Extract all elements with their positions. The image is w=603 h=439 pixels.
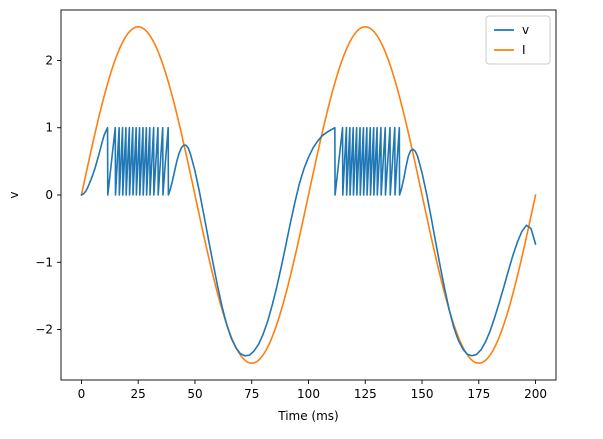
- legend-label-i: I: [522, 43, 526, 57]
- x-tick-label: 200: [524, 387, 547, 401]
- x-tick-label: 50: [187, 387, 202, 401]
- x-tick-label: 125: [354, 387, 377, 401]
- x-tick-label: 75: [244, 387, 259, 401]
- series-v-line: [80, 126, 537, 357]
- y-tick-label: −2: [35, 323, 53, 337]
- x-tick-label: 100: [297, 387, 320, 401]
- plot-area: [60, 9, 557, 381]
- legend: v I: [485, 15, 551, 65]
- y-tick-label: −1: [35, 255, 53, 269]
- y-tick-label: 0: [45, 188, 53, 202]
- legend-box: [485, 15, 551, 65]
- x-tick-label: 0: [78, 387, 86, 401]
- y-axis-label: v: [7, 191, 21, 198]
- series-I-line: [80, 26, 537, 364]
- y-tick-label: 1: [45, 121, 53, 135]
- x-axis: 0 25 50 75 100 125 150 175 200: [78, 380, 547, 401]
- x-tick-label: 25: [131, 387, 146, 401]
- x-tick-label: 150: [411, 387, 434, 401]
- x-axis-label: Time (ms): [277, 409, 339, 423]
- x-tick-label: 175: [467, 387, 490, 401]
- series-layer: [80, 26, 537, 364]
- y-axis: −2 −1 0 1 2: [35, 53, 61, 337]
- legend-label-v: v: [522, 23, 529, 37]
- y-tick-label: 2: [45, 53, 53, 67]
